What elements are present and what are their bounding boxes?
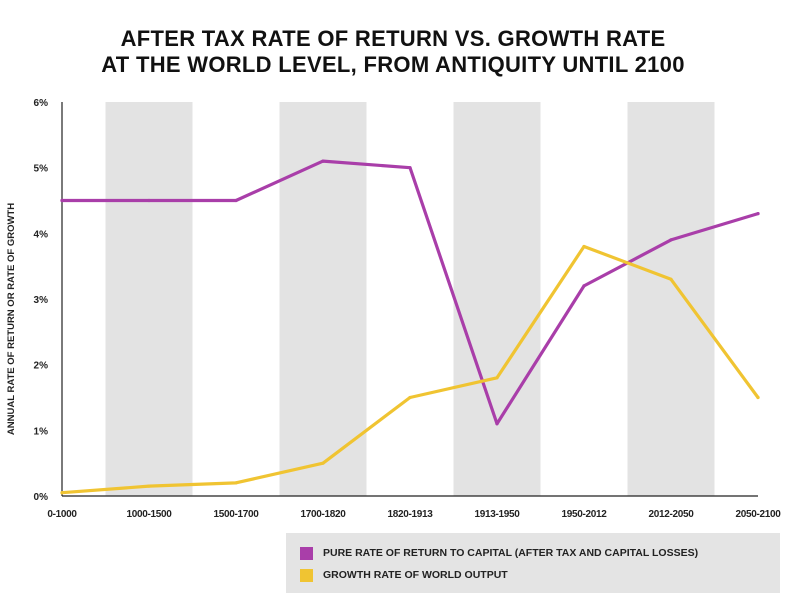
data-point-growth xyxy=(408,395,412,400)
y-axis-ticks: 0% 1% 2% 3% 4% 5% 6% xyxy=(34,98,49,503)
x-tick-label: 1700-1820 xyxy=(300,509,346,520)
data-point-growth xyxy=(495,376,499,380)
x-tick-label: 1000-1500 xyxy=(126,509,172,520)
axes xyxy=(61,102,758,497)
x-tick-label: 1820-1913 xyxy=(387,509,433,520)
data-point-growth xyxy=(669,277,673,281)
data-point-return xyxy=(234,198,238,203)
data-point-growth xyxy=(147,484,151,488)
background-bands xyxy=(105,102,715,496)
y-tick-label: 3% xyxy=(34,295,49,306)
data-point-return xyxy=(756,212,760,216)
data-point-return xyxy=(495,422,499,426)
data-point-growth xyxy=(756,395,760,400)
x-tick-label: 2050-2100 xyxy=(735,509,781,520)
legend-label-growth: GROWTH RATE OF WORLD OUTPUT xyxy=(323,569,508,581)
band-3 xyxy=(279,102,367,496)
y-tick-label: 4% xyxy=(34,229,49,240)
legend-swatch-return xyxy=(300,546,313,560)
chart-title-line-2: AT THE WORLD LEVEL, FROM ANTIQUITY UNTIL… xyxy=(101,52,685,77)
x-tick-label: 1913-1950 xyxy=(474,509,520,520)
band-1 xyxy=(105,102,193,496)
legend-swatch-growth xyxy=(300,568,313,582)
line-chart: 0% 1% 2% 3% 4% 5% 6% 0-1000 1000-1500 1500-1700 1… xyxy=(6,98,782,520)
y-tick-label: 1% xyxy=(34,426,49,437)
series-lines xyxy=(60,159,760,495)
x-tick-label: 1500-1700 xyxy=(213,509,259,520)
data-point-return xyxy=(147,198,151,203)
x-axis-ticks: 0-1000 1000-1500 1500-1700 1700-1820 1820-19… xyxy=(47,509,781,520)
legend-item-return: PURE RATE OF RETURN TO CAPITAL (AFTER TA… xyxy=(300,543,698,563)
data-point-growth xyxy=(234,481,238,485)
data-point-return xyxy=(60,198,64,203)
x-tick-label: 2012-2050 xyxy=(648,509,694,520)
data-point-return xyxy=(582,284,586,288)
y-tick-label: 5% xyxy=(34,164,49,175)
legend-label-return: PURE RATE OF RETURN TO CAPITAL (AFTER TA… xyxy=(323,547,699,559)
legend-item-growth: GROWTH RATE OF WORLD OUTPUT xyxy=(300,565,508,585)
band-5 xyxy=(453,102,541,496)
y-tick-label: 2% xyxy=(34,361,49,372)
x-tick-label: 0-1000 xyxy=(47,509,77,520)
y-axis-label: ANNUAL RATE OF RETURN OR RATE OF GROWTH xyxy=(6,203,17,435)
chart-title: AFTER TAX RATE OF RETURN VS. GROWTH RATE… xyxy=(0,26,786,78)
data-point-return xyxy=(669,238,673,242)
data-point-growth xyxy=(60,491,64,495)
data-point-growth xyxy=(321,461,325,465)
chart-title-line-1: AFTER TAX RATE OF RETURN VS. GROWTH RATE xyxy=(120,26,666,51)
x-tick-label: 1950-2012 xyxy=(561,509,607,520)
data-point-growth xyxy=(582,244,586,249)
y-tick-label: 6% xyxy=(34,98,49,109)
data-point-return xyxy=(321,159,325,163)
legend: PURE RATE OF RETURN TO CAPITAL (AFTER TA… xyxy=(286,533,780,593)
y-tick-label: 0% xyxy=(34,492,49,503)
data-point-return xyxy=(408,166,412,170)
band-7 xyxy=(627,102,715,496)
